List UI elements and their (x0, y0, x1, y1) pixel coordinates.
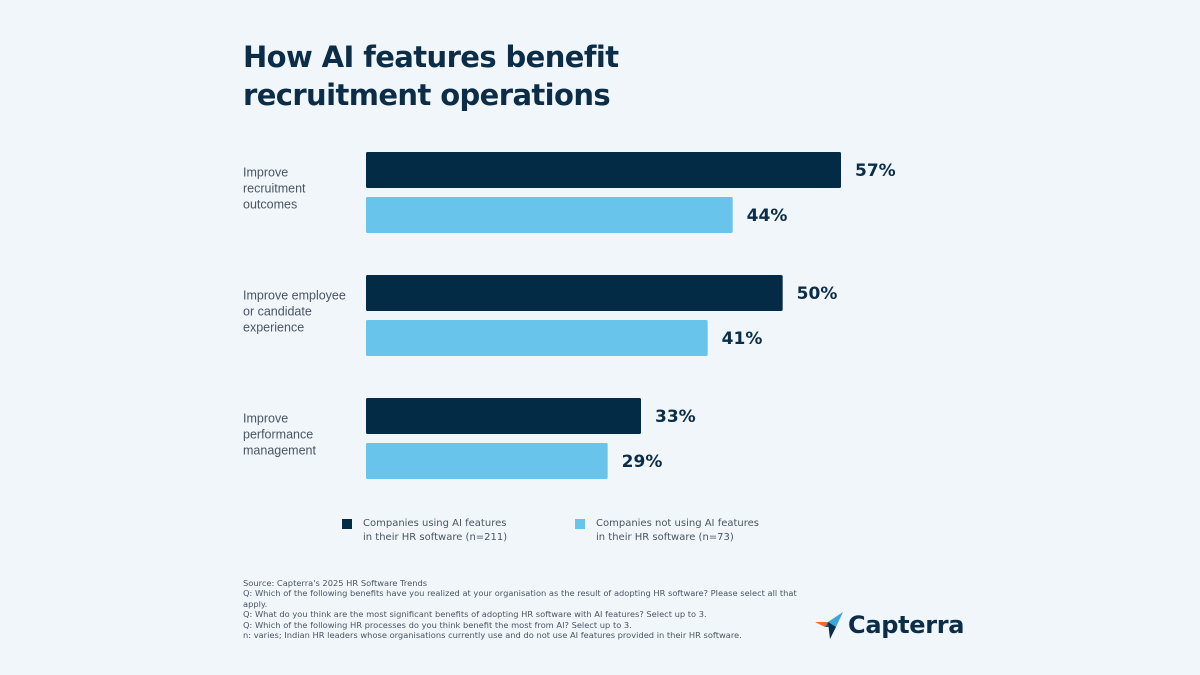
category-label: Improve performance management (243, 412, 316, 458)
legend-swatch-not-using-ai (575, 519, 585, 529)
footnote-question-3: Q: Which of the following HR processes d… (243, 619, 632, 630)
value-label-using-ai: 33% (655, 407, 696, 427)
footnote-question-2: Q: What do you think are the most signif… (243, 609, 707, 620)
bar-not-using-ai (366, 443, 608, 479)
value-label-using-ai: 50% (797, 284, 838, 304)
legend-label-line2: in their HR software (n=73) (596, 532, 734, 543)
category-label-line: performance (243, 428, 313, 442)
bar-not-using-ai (366, 320, 708, 356)
category-label: Improve employee or candidate experience (243, 289, 346, 335)
legend-item-using-ai: Companies using AI features in their HR … (342, 517, 543, 545)
capterra-logo-text: Capterra (848, 611, 965, 639)
category-label-line: Improve (243, 412, 288, 426)
bar-using-ai (366, 152, 841, 188)
category-label-line: or candidate (243, 305, 312, 319)
category-label-line: recruitment (243, 182, 306, 196)
value-label-not-using-ai: 41% (722, 329, 763, 349)
legend-swatch-using-ai (342, 519, 352, 529)
footnote-sample: n: varies; Indian HR leaders whose organ… (243, 630, 742, 641)
bar-using-ai (366, 275, 783, 311)
value-label-not-using-ai: 29% (622, 452, 663, 472)
footnote: Source: Capterra's 2025 HR Software Tren… (243, 578, 803, 640)
legend-label-line1: Companies using AI features (363, 518, 507, 529)
category-label-line: management (243, 444, 316, 458)
category-label-line: Improve (243, 166, 288, 180)
value-label-using-ai: 57% (855, 161, 896, 181)
bar-using-ai (366, 398, 641, 434)
capterra-logo: Capterra (814, 610, 965, 640)
footnote-source: Source: Capterra's 2025 HR Software Tren… (243, 578, 428, 588)
legend-item-not-using-ai: Companies not using AI features in their… (575, 517, 776, 545)
legend-label-line2: in their HR software (n=211) (363, 532, 508, 543)
footnote-question-1: Q: Which of the following benefits have … (243, 588, 797, 609)
chart-title: How AI features benefit recruitment oper… (243, 40, 619, 112)
legend-label-line1: Companies not using AI features (596, 518, 760, 529)
capterra-arrow-icon (815, 612, 843, 639)
category-label-line: Improve employee (243, 289, 346, 303)
category-label: Improve recruitment outcomes (243, 166, 306, 212)
value-label-not-using-ai: 44% (747, 206, 788, 226)
bar-not-using-ai (366, 197, 733, 233)
category-label-line: experience (243, 321, 304, 335)
category-label-line: outcomes (243, 198, 297, 212)
